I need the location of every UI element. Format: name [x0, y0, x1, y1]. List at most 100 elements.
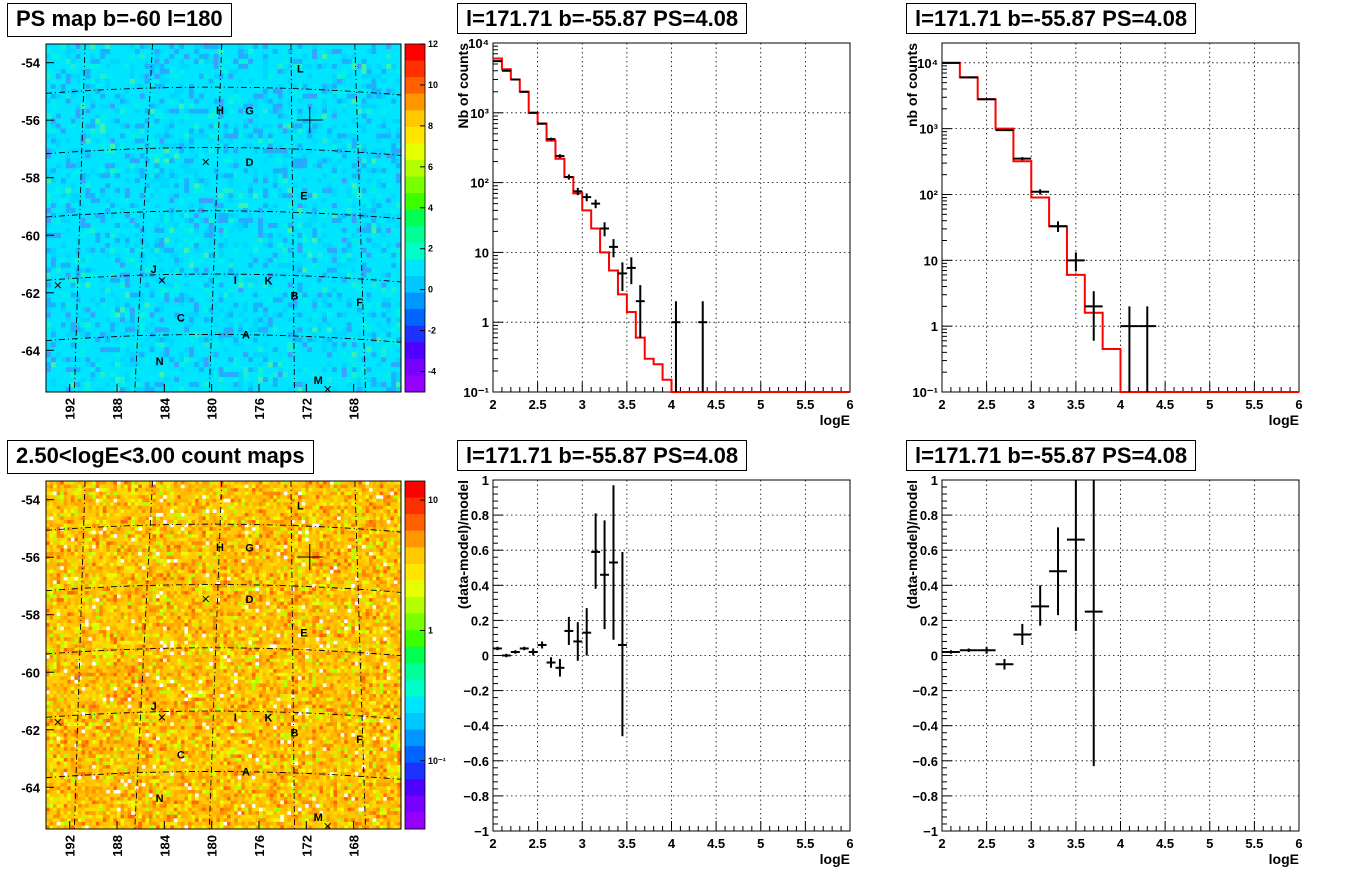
map-y-tick-label: -60	[21, 228, 40, 243]
data-point	[502, 654, 511, 658]
y-tick-label: 10³	[470, 106, 489, 121]
colorbar-cell	[405, 342, 425, 359]
map-y-tick-label: -62	[21, 286, 40, 301]
y-tick-label: −0.8	[463, 789, 489, 804]
data-point	[698, 301, 707, 392]
source-label: M	[314, 812, 323, 824]
map-x-tick-label: 168	[347, 835, 362, 857]
source-label: B	[291, 291, 299, 303]
data-point	[538, 123, 547, 125]
data-point	[591, 513, 600, 588]
source-label: E	[300, 627, 307, 639]
y-axis-label: nb of counts	[904, 43, 920, 127]
colorbar-label: 2	[428, 244, 433, 254]
residual-fine-title: l=171.71 b=-55.87 PS=4.08	[457, 440, 747, 471]
map-x-tick-label: 188	[110, 398, 125, 420]
x-tick-label: 5	[1206, 397, 1213, 412]
source-label: L	[297, 501, 304, 513]
x-tick-label: 6	[1295, 836, 1302, 851]
plot-frame	[493, 43, 850, 392]
y-tick-label: 1	[931, 319, 938, 334]
x-tick-label: 3.5	[1067, 397, 1085, 412]
data-point	[1067, 480, 1085, 631]
source-label: J	[151, 264, 157, 276]
source-label: E	[300, 190, 307, 202]
source-label: D	[246, 157, 254, 169]
map-y-tick-label: -64	[21, 343, 41, 358]
data-point	[538, 641, 547, 648]
colorbar-cell	[405, 293, 425, 310]
map-y-tick-label: -60	[21, 665, 40, 680]
y-tick-label: 10⁴	[917, 56, 938, 71]
y-tick-label: −1	[923, 824, 938, 839]
data-point	[1085, 291, 1103, 341]
colorbar-cell	[405, 580, 425, 597]
colorbar-label: -4	[428, 367, 436, 377]
source-label: N	[156, 793, 164, 805]
x-tick-label: 4.5	[707, 397, 725, 412]
x-tick-label: 2	[489, 836, 496, 851]
x-tick-label: 6	[1295, 397, 1302, 412]
source-label: J	[151, 701, 157, 713]
data-point	[1049, 221, 1067, 232]
colorbar-cell	[405, 127, 425, 144]
colorbar-cell	[405, 61, 425, 78]
x-tick-label: 5	[757, 836, 764, 851]
colorbar-cell	[405, 796, 425, 813]
source-label: D	[246, 594, 254, 606]
x-tick-label: 3.5	[1067, 836, 1085, 851]
count-map-title: 2.50<logE<3.00 count maps	[7, 440, 314, 474]
x-tick-label: 4	[668, 836, 676, 851]
colorbar-cell	[405, 779, 425, 796]
y-tick-label: −0.6	[912, 754, 938, 769]
data-point	[600, 520, 609, 629]
map-x-tick-label: 192	[63, 398, 78, 420]
y-tick-label: 0.2	[471, 613, 489, 628]
colorbar-cell	[405, 630, 425, 647]
y-tick-label: 10²	[919, 187, 938, 202]
colorbar-cell	[405, 547, 425, 564]
y-axis-label: (data-model)/model	[455, 480, 471, 609]
y-axis-label: (data-model)/model	[904, 480, 920, 609]
y-tick-label: −0.4	[912, 719, 938, 734]
data-point	[547, 657, 556, 668]
source-label: G	[245, 105, 254, 117]
colorbar-cell	[405, 276, 425, 293]
y-tick-label: 0.6	[920, 543, 938, 558]
source-label: C	[177, 749, 185, 761]
colorbar-label: 10⁻¹	[428, 756, 446, 766]
x-tick-label: 5.5	[1245, 836, 1263, 851]
colorbar-cell	[405, 359, 425, 376]
data-point	[978, 99, 996, 100]
map-y-tick-label: -64	[21, 780, 41, 795]
x-tick-label: 5.5	[796, 397, 814, 412]
colorbar-cell	[405, 44, 425, 61]
map-x-tick-label: 184	[157, 397, 172, 419]
map-y-tick-label: -58	[21, 171, 40, 186]
x-tick-label: 3.5	[618, 397, 636, 412]
y-axis-label: Nb of counts	[455, 43, 471, 129]
x-tick-label: 2	[938, 836, 945, 851]
x-tick-label: 4.5	[707, 836, 725, 851]
y-tick-label: 0.4	[471, 578, 490, 593]
data-point	[1067, 252, 1085, 271]
y-tick-label: 10⁴	[468, 36, 489, 51]
x-axis-label: logE	[820, 851, 850, 867]
colorbar-cell	[405, 763, 425, 780]
x-tick-label: 2.5	[978, 397, 996, 412]
colorbar-cell	[405, 77, 425, 94]
y-tick-label: 0.2	[920, 613, 938, 628]
map-x-tick-label: 180	[205, 398, 220, 420]
source-label: A	[242, 330, 250, 342]
x-tick-label: 2.5	[529, 836, 547, 851]
data-point	[511, 79, 520, 81]
model-step-line	[493, 58, 850, 392]
x-tick-label: 5.5	[1245, 397, 1263, 412]
data-point	[573, 622, 582, 661]
